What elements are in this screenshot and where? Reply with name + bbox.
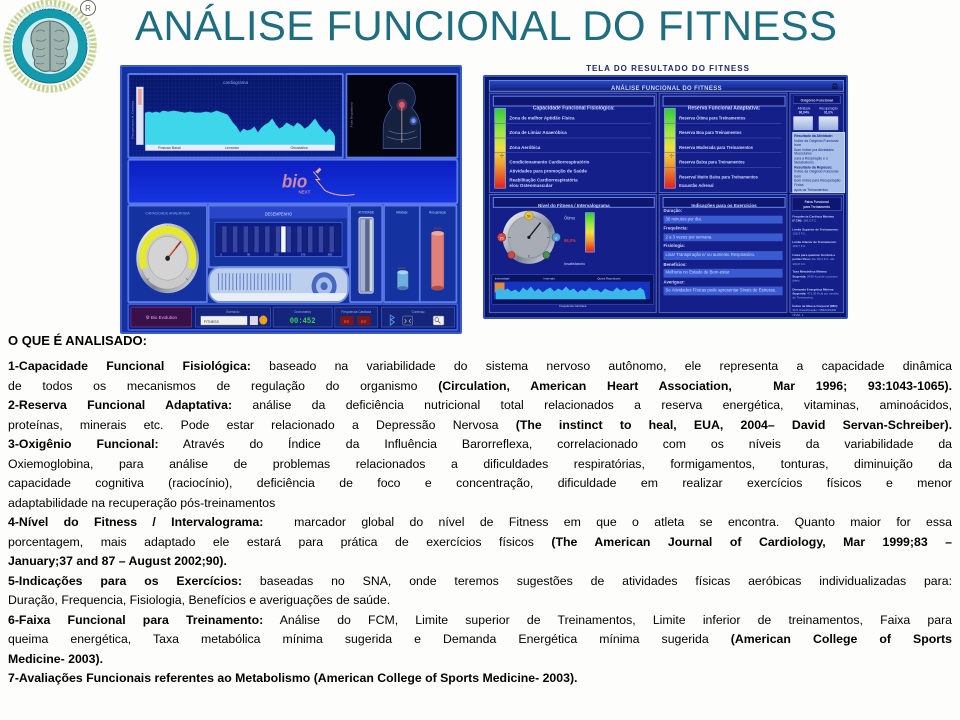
svg-text:96,0%: 96,0% bbox=[564, 238, 576, 243]
svg-text:Levantar: Levantar bbox=[225, 146, 240, 150]
svg-text:Reserva Ótima para Treinamento: Reserva Ótima para Treinamentos bbox=[679, 115, 746, 120]
svg-text:Exercicio: Exercicio bbox=[226, 310, 239, 314]
svg-text:90: 90 bbox=[247, 252, 250, 256]
svg-text:Cronometro: Cronometro bbox=[294, 310, 311, 314]
svg-text:Quant.Repeticoes: Quant.Repeticoes bbox=[597, 277, 621, 281]
svg-text:Intensidade: Intensidade bbox=[495, 277, 510, 281]
svg-text:⊹: ⊹ bbox=[669, 154, 673, 160]
svg-text:Atividades para promoção de Sa: Atividades para promoção de Saúde bbox=[509, 168, 587, 173]
svg-text:bio: bio bbox=[282, 171, 307, 192]
svg-text:⚙ Bio Evolution: ⚙ Bio Evolution bbox=[146, 315, 178, 321]
svg-text:ATIVIDADE: ATIVIDADE bbox=[358, 210, 374, 214]
svg-text:⊹: ⊹ bbox=[500, 154, 504, 160]
svg-text:10,0%: 10,0% bbox=[398, 266, 406, 270]
svg-text:Acao Reguladora: Acao Reguladora bbox=[350, 102, 354, 128]
svg-text:R: R bbox=[85, 4, 91, 13]
svg-text:Conexao: Conexao bbox=[412, 310, 425, 314]
svg-text:Intervalo: Intervalo bbox=[544, 277, 556, 281]
svg-text:e/ou Osteomuscular: e/ou Osteomuscular bbox=[509, 183, 552, 188]
svg-text:360: 360 bbox=[328, 252, 333, 256]
svg-text:Zona de melhor Aptidão Física: Zona de melhor Aptidão Física bbox=[509, 115, 575, 120]
svg-text:00:452: 00:452 bbox=[290, 318, 316, 326]
svg-text:Ortostatica: Ortostatica bbox=[290, 146, 308, 150]
svg-text:Faixa Funcional: Faixa Funcional bbox=[805, 200, 829, 204]
svg-text:Zona Aeróbica: Zona Aeróbica bbox=[509, 145, 540, 150]
svg-text:Reabilitação Cardiorrespiratór: Reabilitação Cardiorrespiratória bbox=[509, 177, 578, 182]
svg-text:Recuperacao H. Cardiaca: Recuperacao H. Cardiaca bbox=[131, 101, 135, 139]
svg-text:Ótimo: Ótimo bbox=[564, 216, 576, 221]
svg-text:Reserva Baixa para Treinamento: Reserva Baixa para Treinamentos bbox=[679, 160, 745, 165]
svg-text:Recuperacao: Recuperacao bbox=[429, 210, 446, 214]
svg-text:Posicao Basal: Posicao Basal bbox=[158, 146, 181, 150]
svg-text:88: 88 bbox=[344, 319, 350, 325]
svg-text:Reserva Moderada para Treiname: Reserva Moderada para Treinamentos bbox=[679, 145, 754, 150]
svg-text:88: 88 bbox=[361, 319, 367, 325]
svg-text:50: 50 bbox=[527, 215, 531, 219]
svg-text:FITNESS: FITNESS bbox=[204, 320, 219, 324]
svg-text:91,0%: 91,0% bbox=[434, 226, 442, 230]
svg-text:DESEMPENHO: DESEMPENHO bbox=[265, 211, 292, 216]
svg-text:Reserva Boa para Treinamentos: Reserva Boa para Treinamentos bbox=[679, 130, 742, 135]
svg-text:270: 270 bbox=[301, 252, 306, 256]
svg-text:Oxigênio Funcional: Oxigênio Funcional bbox=[800, 98, 833, 102]
svg-text:para Treinamento: para Treinamento bbox=[803, 205, 830, 209]
svg-text:Reserva/ Muito Baixa para Trei: Reserva/ Muito Baixa para Treinamentos bbox=[679, 174, 758, 179]
svg-text:Insatisfatorio: Insatisfatorio bbox=[564, 262, 585, 266]
svg-text:Zona de Limiar Anaeróbica: Zona de Limiar Anaeróbica bbox=[509, 130, 567, 135]
svg-text:cardiograma: cardiograma bbox=[223, 80, 248, 86]
svg-text:CAPACIDADE ANAEROBIA: CAPACIDADE ANAEROBIA bbox=[145, 211, 190, 215]
svg-text:NEXT: NEXT bbox=[298, 189, 310, 195]
svg-text:Frequência Cardíaca: Frequência Cardíaca bbox=[559, 304, 587, 308]
svg-text:180: 180 bbox=[274, 252, 279, 256]
svg-text:Atividade: Atividade bbox=[396, 210, 408, 214]
svg-text:0: 0 bbox=[555, 236, 557, 240]
svg-text:25: 25 bbox=[500, 236, 504, 240]
svg-text:Condicionamento Cardiorrespira: Condicionamento Cardiorrespiratório bbox=[509, 160, 589, 165]
svg-text:Exaustão Adrenal: Exaustão Adrenal bbox=[679, 183, 713, 188]
svg-text:Frequencia Cardiaca: Frequencia Cardiaca bbox=[341, 310, 371, 314]
